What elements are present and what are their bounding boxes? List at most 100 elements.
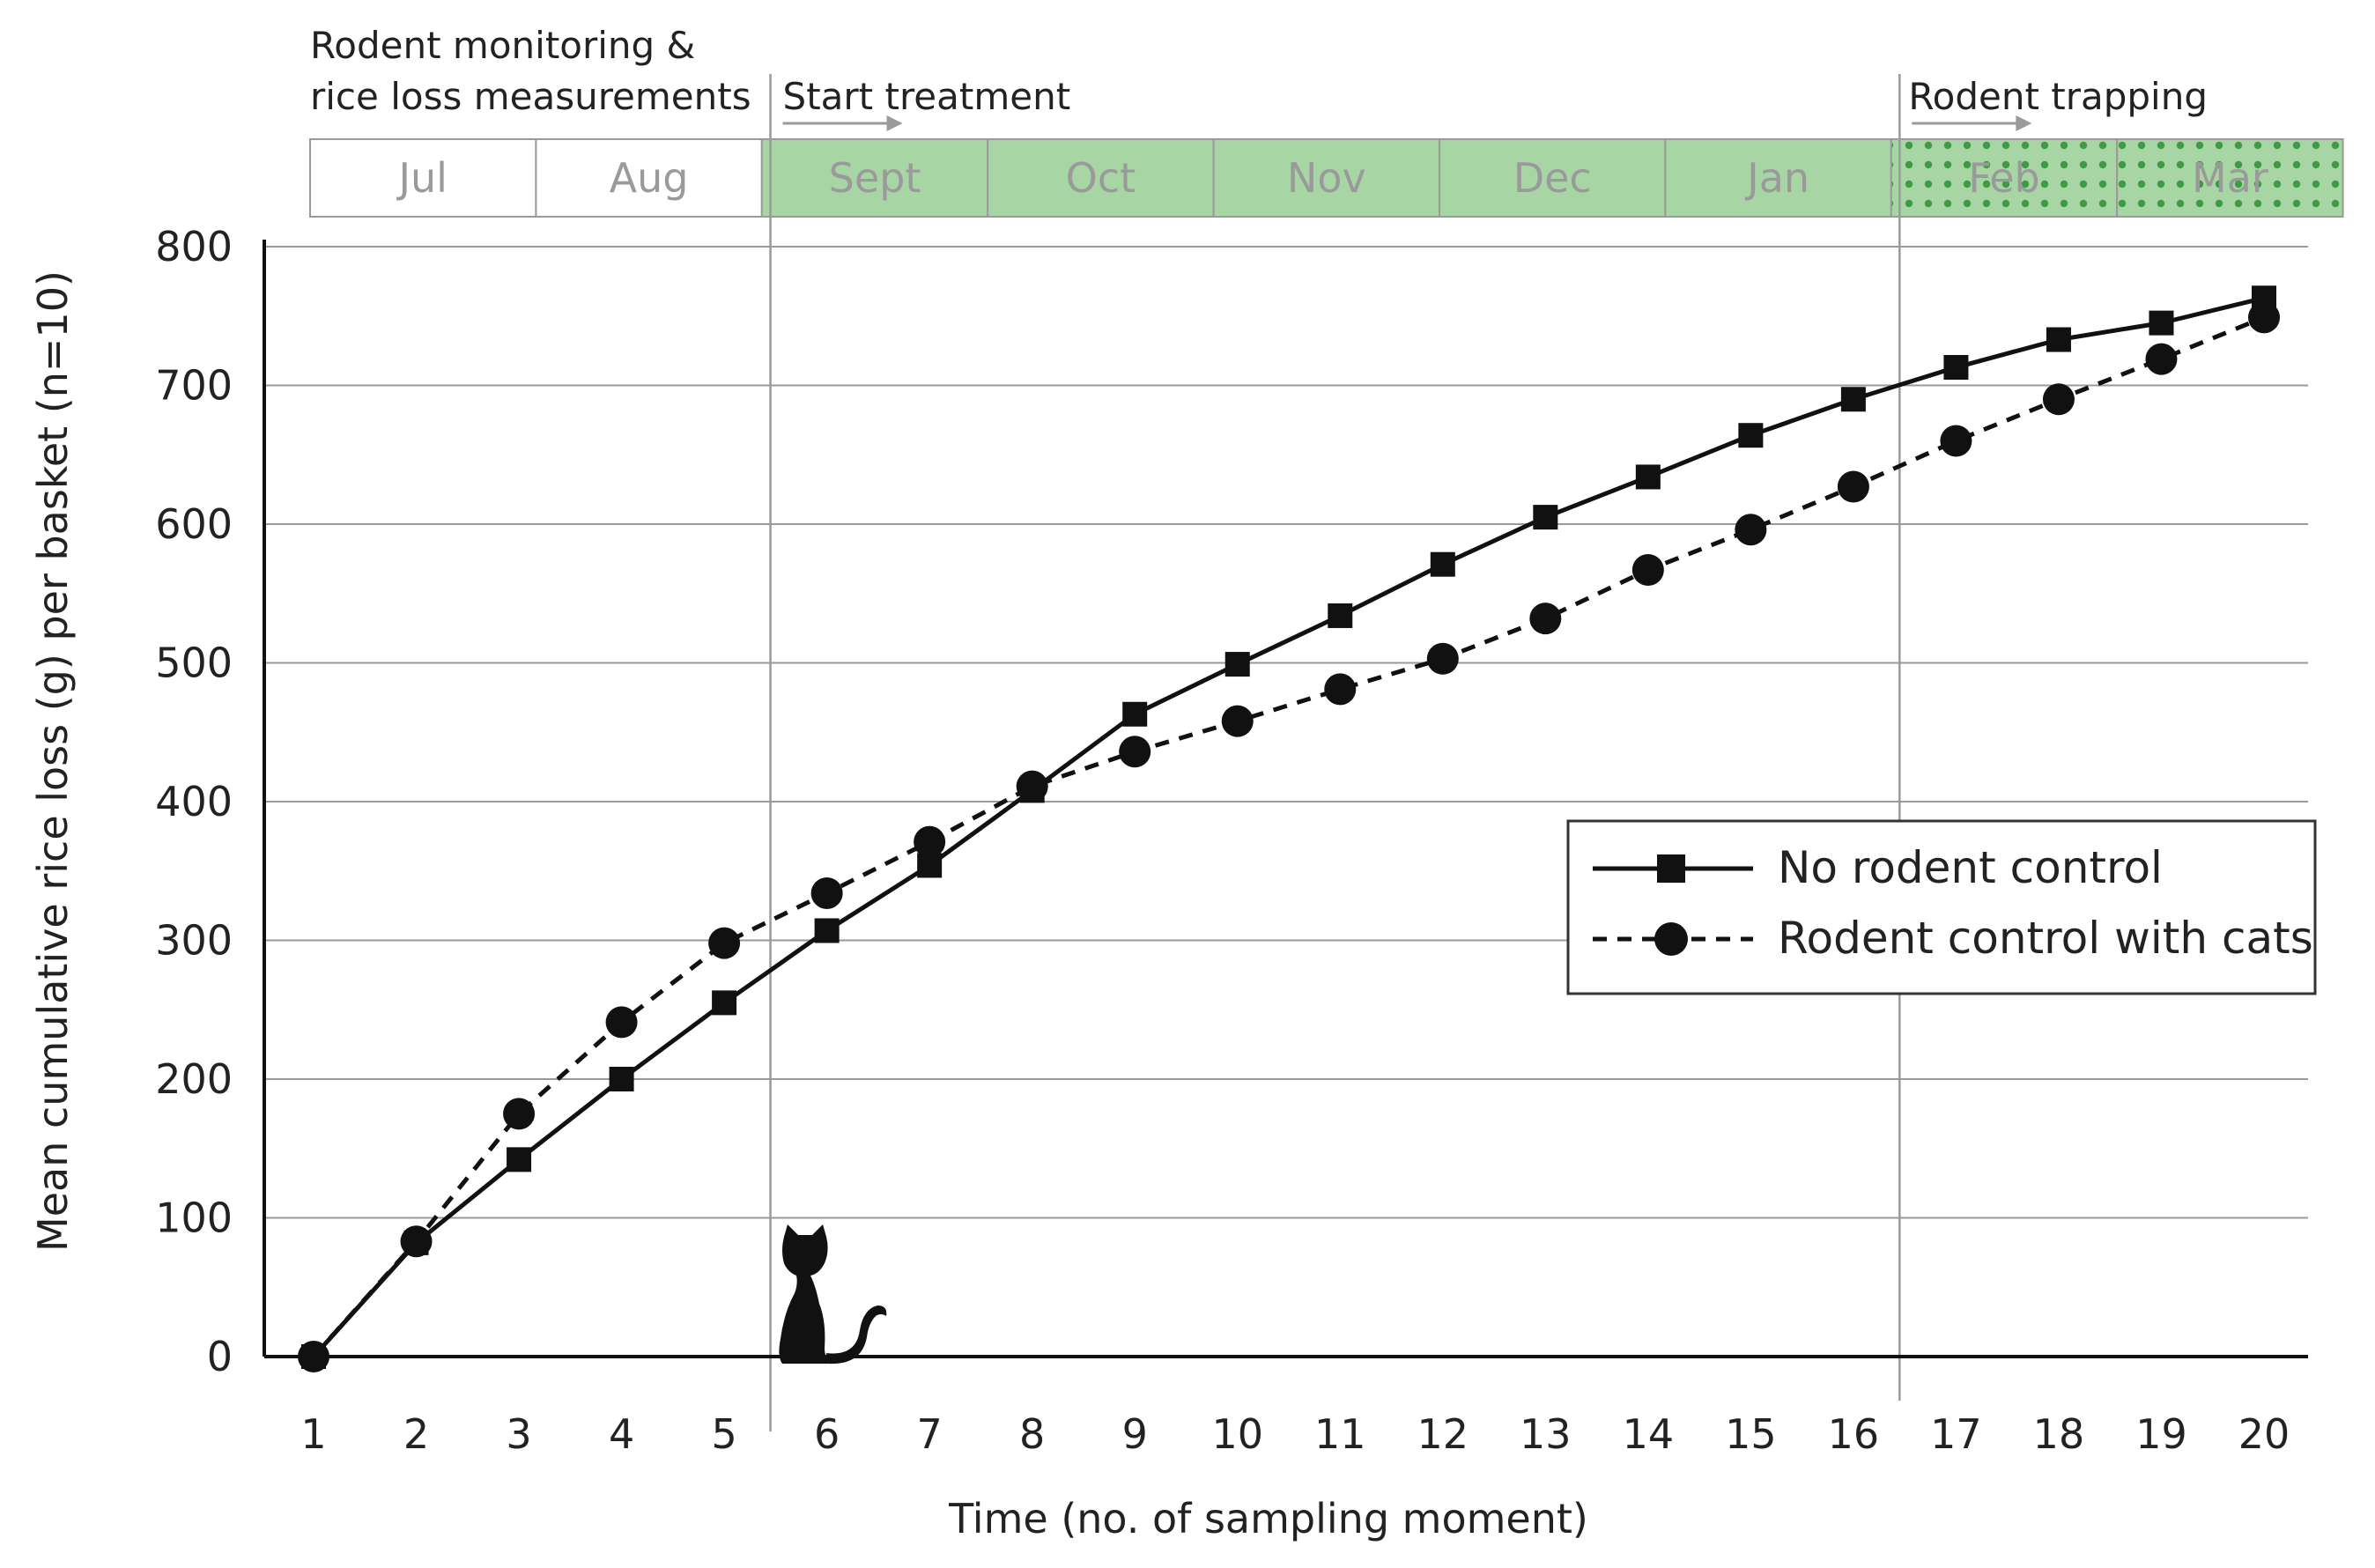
y-axis-title: Mean cumulative rice loss (g) per basket…	[29, 270, 77, 1252]
marker-no-control-11	[1328, 603, 1353, 628]
x-tick-label-10: 10	[1211, 1410, 1263, 1458]
month-box-dec	[1439, 138, 1667, 218]
marker-no-control-5	[712, 990, 737, 1016]
month-label-nov: Nov	[1287, 154, 1366, 202]
month-box-nov	[1212, 138, 1440, 218]
marker-no-control-15	[1738, 423, 1764, 448]
marker-no-control-9	[1122, 701, 1148, 727]
x-tick-label-18: 18	[2033, 1410, 2085, 1458]
month-box-jan	[1664, 138, 1892, 218]
month-label-feb: Feb	[1968, 154, 2039, 202]
marker-no-control-6	[814, 918, 840, 943]
series-line-no-rodent-control	[312, 295, 2265, 1358]
x-tick-label-20: 20	[2238, 1410, 2290, 1458]
marker-cats-10	[1221, 705, 1254, 737]
x-tick-label-12: 12	[1417, 1410, 1469, 1458]
marker-cats-16	[1837, 470, 1869, 503]
x-tick-label-1: 1	[300, 1410, 326, 1458]
marker-cats-13	[1529, 603, 1562, 635]
month-box-aug	[535, 138, 763, 218]
y-tick-label-800: 800	[155, 223, 233, 270]
treatment-arrow-head	[886, 115, 903, 131]
x-tick-label-13: 13	[1520, 1410, 1572, 1458]
month-label-aug: Aug	[610, 154, 689, 202]
trapping-arrow-head	[2016, 115, 2032, 131]
x-tick-label-8: 8	[1019, 1410, 1045, 1458]
month-box-jul	[309, 138, 537, 218]
x-tick-label-2: 2	[403, 1410, 429, 1458]
marker-no-control-17	[1943, 355, 1969, 381]
x-tick-label-5: 5	[711, 1410, 736, 1458]
marker-cats-14	[1631, 553, 1664, 586]
cat-silhouette-icon	[779, 1224, 887, 1365]
treatment-arrow	[782, 115, 903, 131]
month-box-oct	[987, 138, 1215, 218]
marker-no-control-16	[1840, 387, 1866, 412]
marker-no-control-14	[1635, 464, 1661, 490]
marker-cats-7	[914, 825, 946, 858]
marker-cats-11	[1324, 673, 1357, 706]
legend-marker-circle	[1654, 922, 1688, 956]
treatment-label: Start treatment	[783, 75, 1071, 118]
legend-label-no-control: No rodent control	[1778, 842, 2163, 893]
month-box-feb	[1890, 138, 2119, 218]
timeline-bar: Jul Aug Sept Oct Nov Dec Jan Feb Mar Rodent moni…	[309, 24, 2344, 218]
month-label-sept: Sept	[829, 154, 921, 202]
x-tick-label-11: 11	[1314, 1410, 1366, 1458]
month-label-oct: Oct	[1066, 154, 1136, 202]
month-label-dec: Dec	[1513, 154, 1592, 202]
month-box-sept	[760, 138, 989, 218]
x-tick-label-19: 19	[2135, 1410, 2187, 1458]
monitoring-label-line1: Rodent monitoring &	[310, 24, 695, 67]
x-tick-label-9: 9	[1122, 1410, 1148, 1458]
y-tick-label-200: 200	[155, 1055, 233, 1103]
marker-cats-12	[1426, 642, 1459, 675]
y-tick-label-100: 100	[155, 1194, 233, 1242]
marker-no-control-12	[1430, 551, 1455, 577]
x-tick-label-6: 6	[814, 1410, 840, 1458]
marker-cats-5	[708, 927, 741, 959]
x-tick-label-14: 14	[1623, 1410, 1675, 1458]
x-tick-label-17: 17	[1930, 1410, 1982, 1458]
monitoring-label-line2: rice loss measurements	[310, 75, 751, 118]
marker-no-control-10	[1224, 652, 1250, 677]
marker-cats-1	[298, 1341, 329, 1372]
legend: No rodent control Rodent control with ca…	[1566, 819, 2317, 995]
legend-box	[1566, 819, 2317, 995]
marker-no-control-19	[2149, 310, 2174, 336]
marker-cats-20	[2248, 301, 2280, 334]
marker-no-control-13	[1533, 505, 1558, 530]
x-tick-label-7: 7	[917, 1410, 943, 1458]
y-tick-label-700: 700	[155, 362, 233, 410]
trapping-label: Rodent trapping	[1908, 75, 2208, 118]
marker-cats-2	[400, 1225, 433, 1258]
x-tick-label-15: 15	[1725, 1410, 1777, 1458]
x-axis-title: Time (no. of sampling moment)	[948, 1495, 1588, 1542]
marker-no-control-3	[507, 1147, 532, 1172]
marker-cats-8	[1016, 770, 1048, 802]
marker-cats-18	[2042, 383, 2075, 416]
month-label-jan: Jan	[1744, 154, 1809, 202]
y-tick-label-600: 600	[155, 500, 233, 548]
month-label-mar: Mar	[2192, 154, 2268, 202]
marker-cats-9	[1119, 736, 1151, 768]
marker-cats-6	[810, 876, 843, 909]
y-tick-label-500: 500	[155, 640, 233, 687]
legend-marker-square	[1657, 854, 1685, 883]
marker-cats-3	[503, 1098, 536, 1130]
month-box-mar	[2116, 138, 2344, 218]
marker-cats-19	[2145, 343, 2178, 375]
trapping-arrow	[1912, 115, 2032, 131]
y-tick-label-300: 300	[155, 917, 233, 965]
marker-no-control-18	[2046, 327, 2071, 352]
marker-cats-15	[1735, 514, 1767, 546]
marker-cats-4	[605, 1006, 638, 1039]
marker-no-control-4	[609, 1067, 634, 1091]
legend-label-cats: Rodent control with cats	[1778, 913, 2313, 964]
month-label-jul: Jul	[396, 154, 448, 202]
y-tick-label-0: 0	[207, 1333, 233, 1380]
x-tick-label-4: 4	[609, 1410, 634, 1458]
y-tick-label-400: 400	[155, 778, 233, 825]
